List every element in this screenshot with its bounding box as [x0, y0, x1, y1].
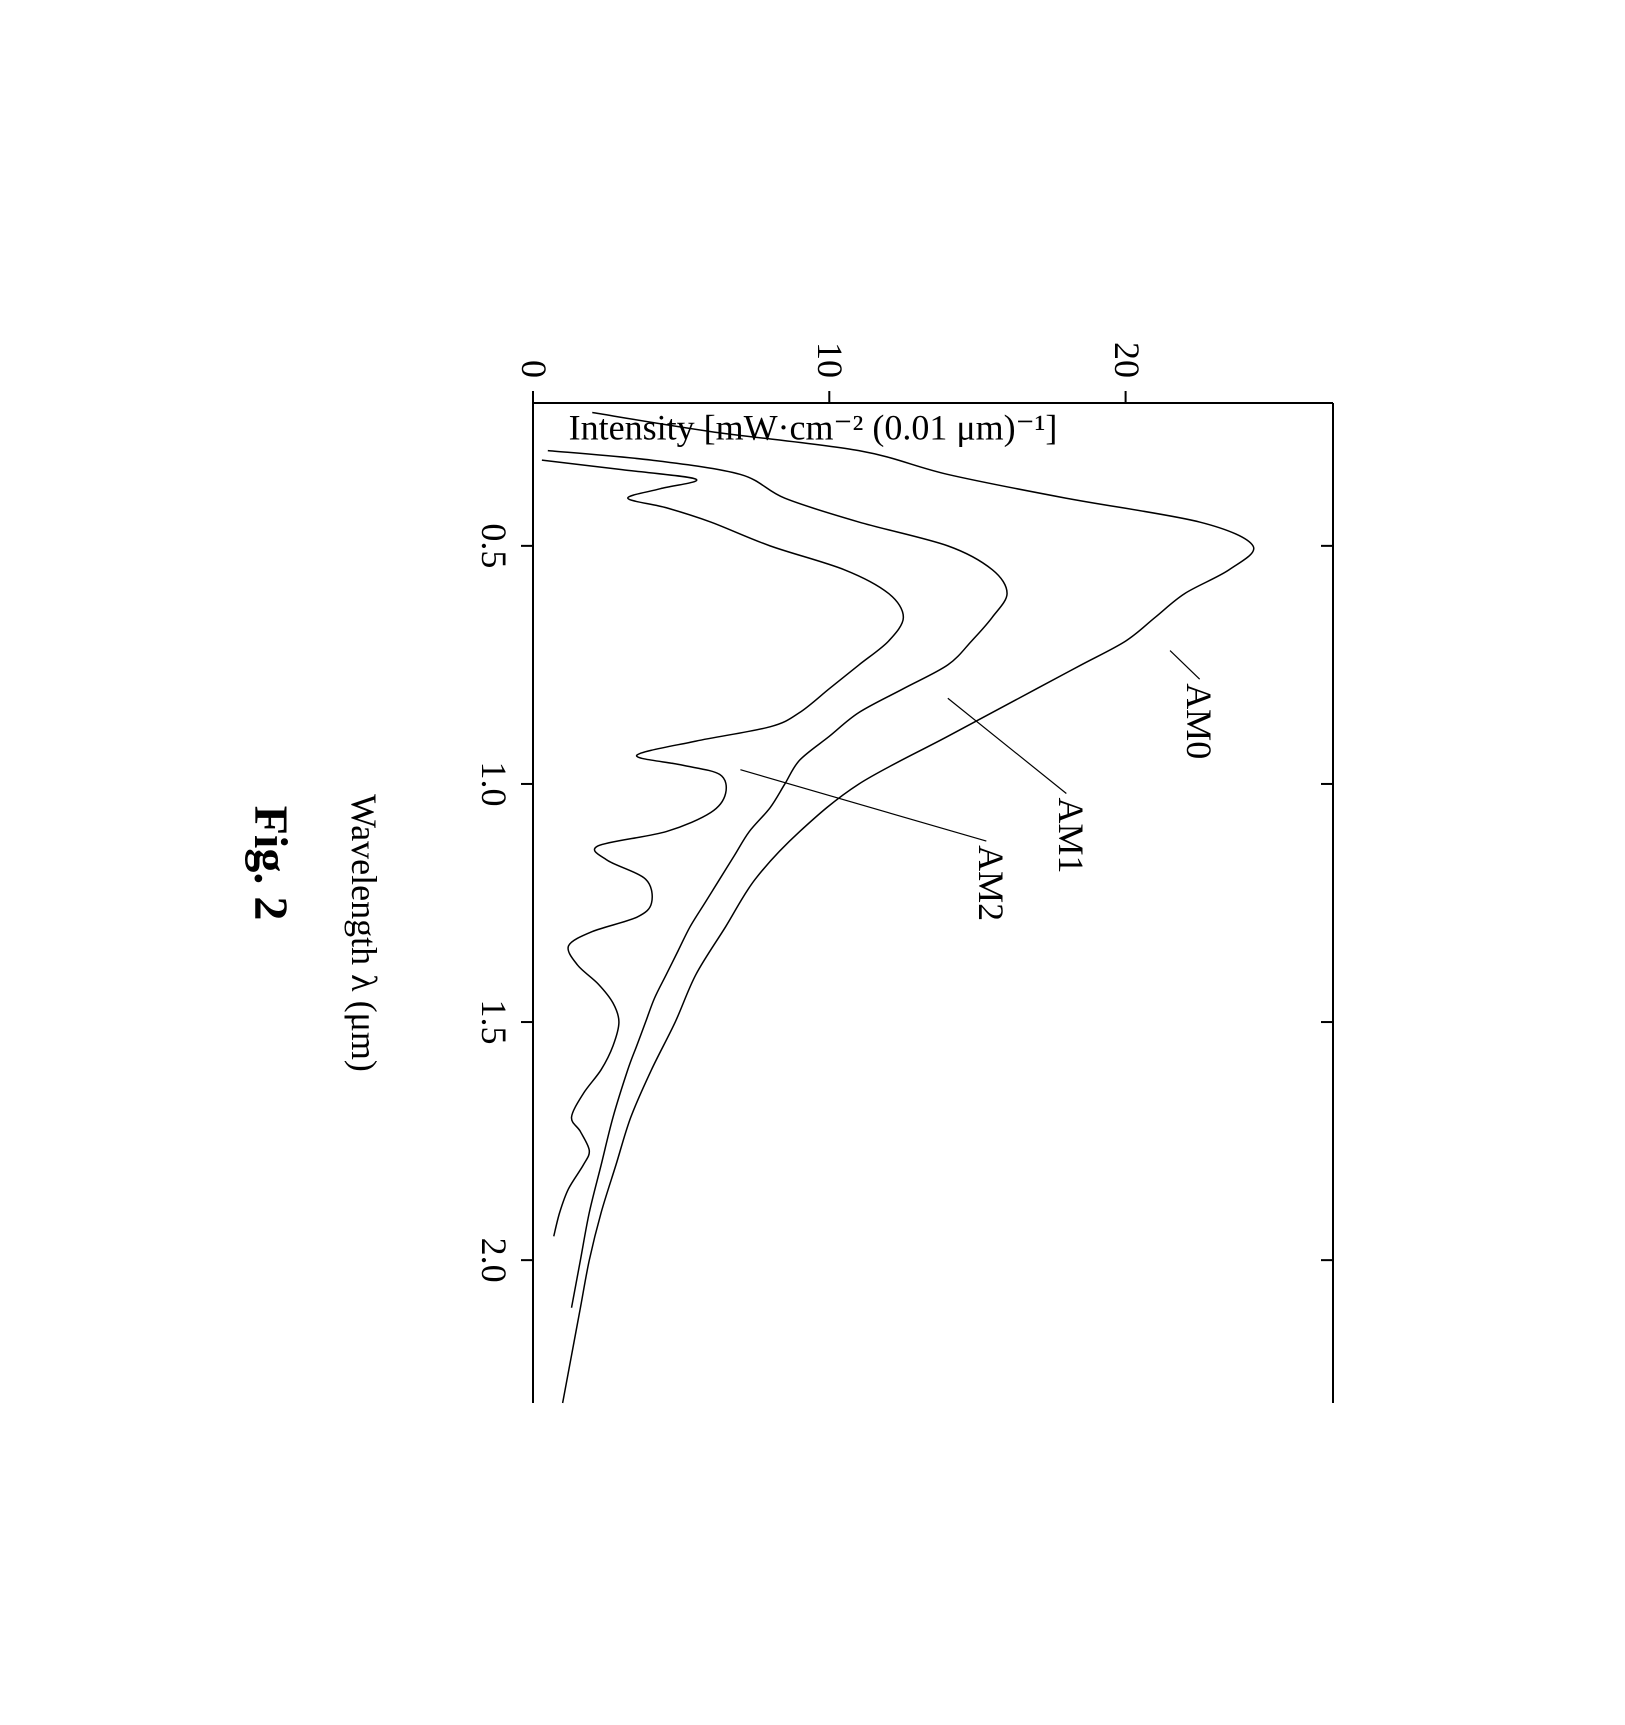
curve-label-am2: AM2: [970, 845, 1012, 921]
curve-label-am0: AM0: [1177, 683, 1219, 759]
x-tick-label: 1.5: [473, 982, 515, 1062]
leader-line-am0: [1170, 650, 1200, 679]
leader-line-am1: [947, 698, 1066, 793]
x-axis-label: Wavelength λ (μm): [343, 794, 385, 1072]
curve-label-am1: AM1: [1050, 797, 1092, 873]
plot-area: 01020 0.51.01.52.0 AM0 AM1 AM2: [533, 403, 1333, 1403]
curve-am1: [547, 450, 1006, 1307]
y-tick-label: 0: [513, 318, 555, 378]
leader-line-am2: [740, 769, 986, 840]
leader-lines: [740, 650, 1199, 840]
x-tick-label: 2.0: [473, 1220, 515, 1300]
curves: [541, 412, 1253, 1402]
curve-am0: [562, 412, 1253, 1402]
y-tick-label: 10: [809, 318, 851, 378]
rotated-figure-container: Intensity [mW·cm⁻² (0.01 μm)⁻¹] 01020 0.…: [213, 163, 1413, 1563]
x-tick-label: 1.0: [473, 743, 515, 823]
figure-caption: Fig. 2: [243, 805, 298, 920]
curve-am2: [541, 460, 902, 1236]
x-tick-label: 0.5: [473, 505, 515, 585]
axes: [521, 391, 1333, 1403]
chart-svg: [533, 403, 1333, 1403]
y-tick-label: 20: [1105, 318, 1147, 378]
